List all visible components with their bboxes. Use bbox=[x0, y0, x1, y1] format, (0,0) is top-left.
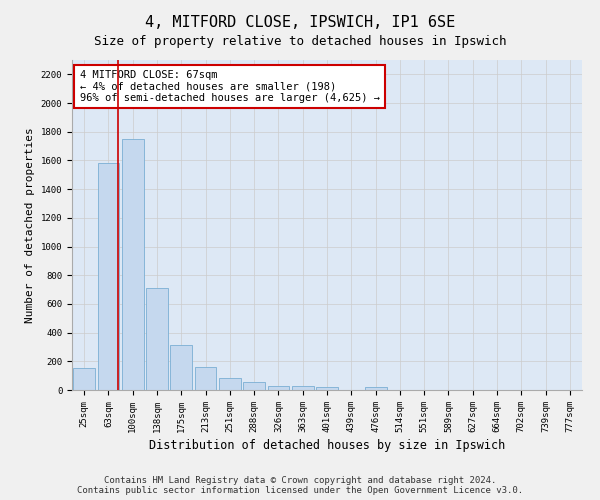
Bar bbox=[122, 139, 143, 390]
Text: Contains HM Land Registry data © Crown copyright and database right 2024.
Contai: Contains HM Land Registry data © Crown c… bbox=[77, 476, 523, 495]
Text: 4 MITFORD CLOSE: 67sqm
← 4% of detached houses are smaller (198)
96% of semi-det: 4 MITFORD CLOSE: 67sqm ← 4% of detached … bbox=[80, 70, 380, 103]
Bar bbox=[97, 164, 119, 390]
Bar bbox=[243, 382, 265, 390]
Bar bbox=[146, 288, 168, 390]
Bar bbox=[170, 345, 192, 390]
Bar bbox=[219, 378, 241, 390]
Y-axis label: Number of detached properties: Number of detached properties bbox=[25, 127, 35, 323]
Bar bbox=[292, 386, 314, 390]
Bar bbox=[268, 386, 289, 390]
Bar bbox=[316, 387, 338, 390]
Bar bbox=[73, 368, 95, 390]
Bar bbox=[365, 387, 386, 390]
Bar bbox=[194, 367, 217, 390]
Text: 4, MITFORD CLOSE, IPSWICH, IP1 6SE: 4, MITFORD CLOSE, IPSWICH, IP1 6SE bbox=[145, 15, 455, 30]
X-axis label: Distribution of detached houses by size in Ipswich: Distribution of detached houses by size … bbox=[149, 439, 505, 452]
Text: Size of property relative to detached houses in Ipswich: Size of property relative to detached ho… bbox=[94, 35, 506, 48]
